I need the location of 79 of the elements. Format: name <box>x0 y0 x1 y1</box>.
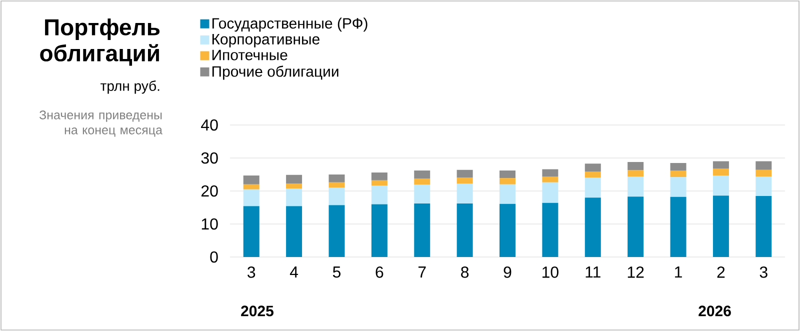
legend-label: Прочие облигации <box>212 66 338 80</box>
bar <box>243 206 260 257</box>
bar <box>414 170 430 179</box>
x-tick-label: 3 <box>760 266 768 278</box>
y-tick-label: 30 <box>201 152 218 164</box>
text: 2026 <box>698 306 731 316</box>
bar <box>371 186 388 204</box>
x-tick-label: 12 <box>628 266 644 278</box>
x-tick-label: 8 <box>461 266 469 278</box>
x-tick-label: 4 <box>290 266 298 278</box>
bar <box>542 182 558 203</box>
legend-label: Корпоративные <box>212 34 320 48</box>
bar <box>542 176 558 182</box>
bar <box>670 170 686 178</box>
bar <box>456 204 473 257</box>
x-tick-label: 3 <box>248 266 256 278</box>
bar <box>371 180 388 186</box>
chart-title: Портфель облигаций <box>40 18 160 66</box>
text: 2025 <box>241 306 274 316</box>
legend-label: Ипотечные <box>212 50 288 60</box>
bar <box>542 169 558 176</box>
bar <box>500 178 516 184</box>
bar <box>328 182 345 188</box>
y-tick-label: 0 <box>210 251 218 263</box>
chart-subtitle: трлн руб. <box>100 80 160 94</box>
y-tick-label: 40 <box>201 119 218 131</box>
bar <box>414 178 430 185</box>
bar <box>584 164 601 172</box>
legend-label: Государственные (РФ) <box>212 18 368 32</box>
bar <box>756 176 772 196</box>
bar <box>584 198 601 257</box>
bar <box>628 176 644 197</box>
bar <box>500 184 516 204</box>
bar <box>500 204 516 257</box>
x-tick-label: 2 <box>717 266 725 278</box>
bar <box>286 206 302 257</box>
bar <box>243 184 260 190</box>
bar <box>414 184 430 204</box>
bar <box>584 172 601 178</box>
bar <box>243 189 260 206</box>
bar <box>712 175 729 196</box>
bar <box>584 177 601 198</box>
y-tick-label: 10 <box>202 218 218 230</box>
bar <box>670 177 686 197</box>
x-tick-label: 11 <box>586 266 600 278</box>
bar <box>414 204 430 257</box>
bar <box>756 161 772 170</box>
bar <box>371 204 388 257</box>
bar <box>286 184 302 189</box>
bar <box>712 168 729 176</box>
bar <box>500 170 516 178</box>
x-tick-label: 6 <box>376 266 384 278</box>
bar <box>628 170 644 177</box>
bar <box>756 196 772 257</box>
bar <box>628 196 644 257</box>
x-tick-label: 7 <box>418 266 426 278</box>
x-tick-label: 9 <box>504 266 512 278</box>
bar <box>628 162 644 170</box>
bar <box>286 174 302 184</box>
bar <box>286 188 302 206</box>
bar <box>328 174 345 182</box>
bar <box>328 205 345 257</box>
bar <box>456 184 473 204</box>
x-tick-label: 5 <box>332 266 341 278</box>
x-tick-label: 10 <box>542 266 558 278</box>
x-tick-label: 1 <box>675 266 682 278</box>
bar <box>712 196 729 257</box>
text: Значения приведены на конец месяца <box>39 110 162 137</box>
bar <box>243 175 260 184</box>
bar <box>542 202 558 257</box>
bar <box>756 170 772 176</box>
bar <box>371 172 388 180</box>
y-tick-label: 20 <box>201 185 218 197</box>
bar <box>328 188 345 206</box>
bar <box>712 161 729 169</box>
bar <box>456 178 473 184</box>
bar <box>670 162 686 171</box>
bar <box>456 170 473 178</box>
bar <box>670 196 686 257</box>
